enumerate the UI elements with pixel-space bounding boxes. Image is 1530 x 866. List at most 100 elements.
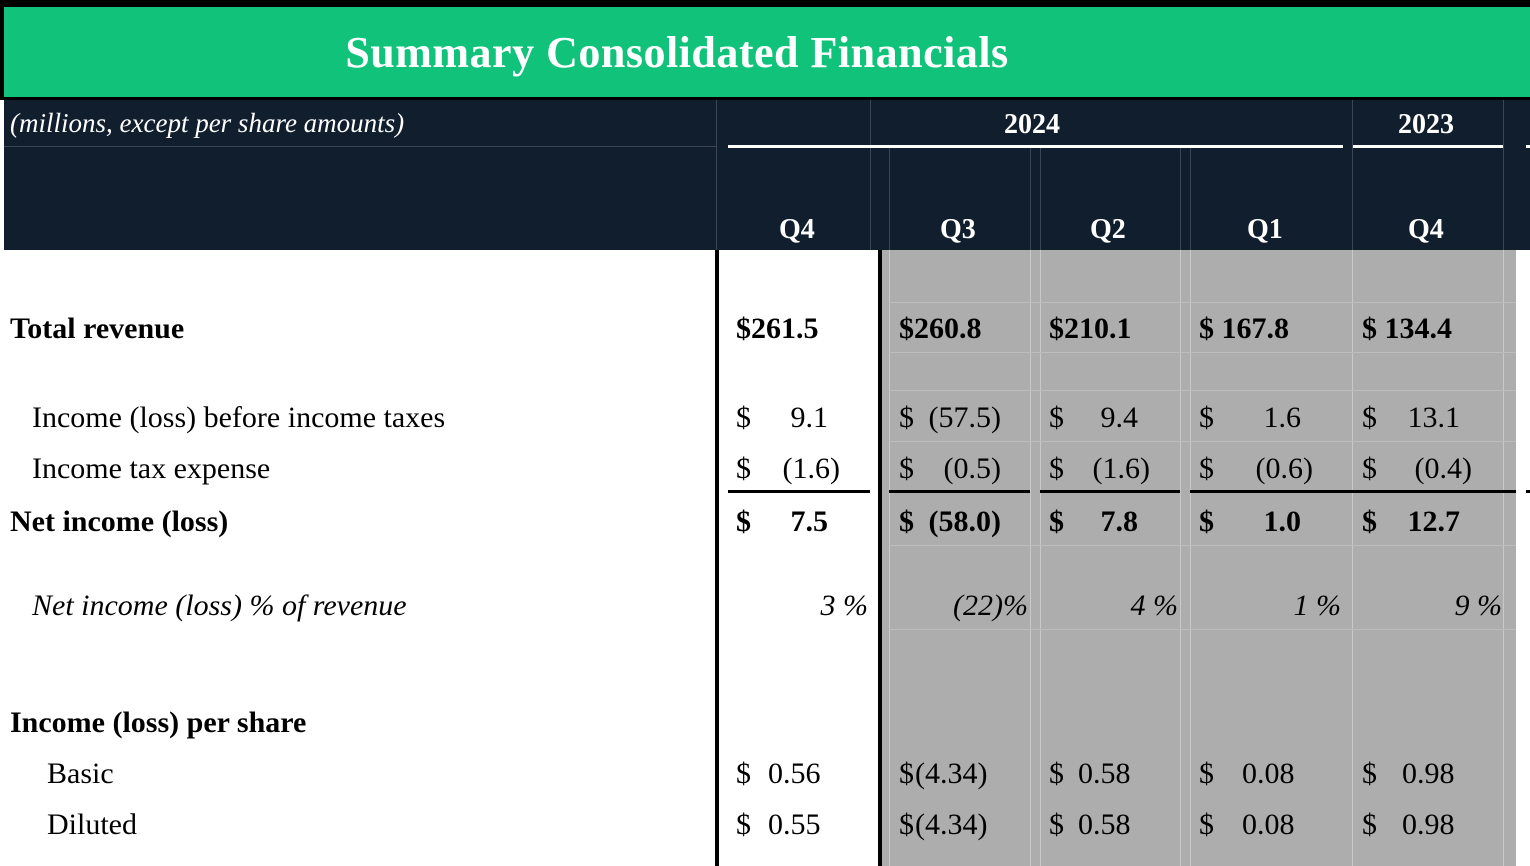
currency-symbol: $: [1362, 808, 1377, 841]
currency-symbol: $: [1362, 401, 1377, 434]
income-tax-expense-q4-2024: (1.6): [782, 452, 840, 485]
eps-basic-q2-2024: 0.58: [1078, 757, 1131, 790]
net-income-q4-2023: 12.7: [1407, 505, 1461, 538]
header-gridline: [1030, 148, 1031, 250]
currency-symbol: $: [1049, 401, 1064, 434]
net-income-pct-q2-2024: 4 %: [1130, 589, 1179, 622]
net-income-pct-q4-2024: 3 %: [820, 589, 869, 622]
table-header: [4, 100, 1530, 250]
currency-symbol: $: [736, 757, 751, 790]
subtotal-underline: [889, 490, 1030, 493]
shade-gridline: [889, 302, 1516, 303]
shade-gridline: [889, 441, 1516, 442]
total-revenue-q4-2024: $261.5: [736, 312, 819, 345]
net-income-pct-q3-2024: (22)%: [953, 589, 1028, 622]
currency-symbol: $: [1362, 452, 1377, 485]
currency-symbol: $: [899, 757, 914, 790]
shade-gridline: [1040, 250, 1041, 866]
header-gridline: [1352, 100, 1353, 250]
subtotal-underline: [728, 490, 870, 493]
page-title: Summary Consolidated Financials: [345, 27, 1009, 77]
header-gridline: [1190, 148, 1191, 250]
header-gridline: [4, 146, 716, 147]
income-tax-expense-q3-2024: (0.5): [943, 452, 1001, 485]
row-label-net-income: Net income (loss): [10, 505, 229, 538]
row-label-eps-heading: Income (loss) per share: [10, 706, 307, 739]
currency-symbol: $: [736, 505, 751, 538]
income-tax-expense-q1-2024: (0.6): [1255, 452, 1313, 485]
income-before-taxes-q4-2024: 9.1: [790, 401, 829, 434]
net-income-q3-2024: (58.0): [928, 505, 1001, 538]
shade-gridline: [1503, 250, 1504, 866]
eps-diluted-q4-2024: 0.55: [768, 808, 821, 841]
shade-gridline: [1180, 250, 1181, 866]
subtotal-underline: [1190, 490, 1352, 493]
currency-symbol: $: [1199, 757, 1214, 790]
income-before-taxes-q4-2023: 13.1: [1407, 401, 1461, 434]
year-2023-label: 2023: [1398, 109, 1454, 140]
shade-gridline: [889, 629, 1516, 630]
eps-diluted-q2-2024: 0.58: [1078, 808, 1131, 841]
current-quarter-left-border: [715, 250, 719, 866]
eps-diluted-q1-2024: 0.08: [1242, 808, 1295, 841]
income-tax-expense-q4-2023: (0.4): [1414, 452, 1472, 485]
row-label-total-revenue: Total revenue: [10, 312, 185, 345]
net-income-q1-2024: 1.0: [1263, 505, 1302, 538]
shade-gridline: [889, 390, 1516, 391]
header-gridline: [870, 100, 871, 250]
currency-symbol: $: [1049, 757, 1064, 790]
row-label-net-income-pct: Net income (loss) % of revenue: [32, 589, 407, 622]
current-quarter-right-border: [878, 250, 882, 866]
row-label-eps-basic: Basic: [47, 757, 114, 790]
currency-symbol: $: [1049, 808, 1064, 841]
currency-symbol: $: [736, 452, 751, 485]
currency-symbol: $: [1049, 452, 1064, 485]
shade-gridline: [889, 352, 1516, 353]
income-before-taxes-q2-2024: 9.4: [1100, 401, 1139, 434]
col-header-q2-2024: Q2: [1090, 214, 1126, 245]
currency-symbol: $: [1199, 401, 1214, 434]
row-label-income-before-taxes: Income (loss) before income taxes: [32, 401, 446, 434]
eps-basic-q4-2024: 0.56: [768, 757, 821, 790]
currency-symbol: $: [899, 452, 914, 485]
col-header-q4-2023: Q4: [1408, 214, 1444, 245]
col-header-q3-2024: Q3: [940, 214, 976, 245]
shade-gridline: [889, 250, 890, 866]
eps-basic-q1-2024: 0.08: [1242, 757, 1295, 790]
currency-symbol: $: [1199, 505, 1214, 538]
eps-basic-q3-2024: (4.34): [915, 757, 988, 790]
currency-symbol: $: [899, 808, 914, 841]
currency-symbol: $: [736, 808, 751, 841]
row-label-income-tax-expense: Income tax expense: [32, 452, 271, 485]
total-revenue-q4-2023: $ 134.4: [1362, 312, 1452, 345]
header-gridline: [889, 148, 890, 250]
net-income-q4-2024: 7.5: [790, 505, 829, 538]
shade-gridline: [1190, 250, 1191, 866]
row-label-eps-diluted: Diluted: [47, 808, 137, 841]
shade-gridline: [889, 545, 1516, 546]
shade-gridline: [1352, 250, 1353, 866]
col-header-q4-2024: Q4: [779, 214, 815, 245]
income-tax-expense-q2-2024: (1.6): [1092, 452, 1150, 485]
header-gridline: [1180, 148, 1181, 250]
currency-symbol: $: [1362, 505, 1377, 538]
income-before-taxes-q1-2024: 1.6: [1263, 401, 1302, 434]
header-gridline: [1503, 100, 1504, 250]
title-bar: Summary Consolidated Financials: [4, 7, 1530, 97]
col-header-q1-2024: Q1: [1247, 214, 1283, 245]
total-revenue-q2-2024: $210.1: [1049, 312, 1132, 345]
net-income-pct-q1-2024: 1 %: [1293, 589, 1342, 622]
year-2023-underline: [1353, 145, 1503, 148]
next-year-underline: [1526, 145, 1530, 148]
currency-symbol: $: [1049, 505, 1064, 538]
year-2024-label: 2024: [1004, 109, 1060, 140]
subtotal-underline: [1040, 490, 1180, 493]
currency-symbol: $: [1362, 757, 1377, 790]
eps-basic-q4-2023: 0.98: [1402, 757, 1455, 790]
currency-symbol: $: [899, 505, 914, 538]
units-label: (millions, except per share amounts): [10, 108, 405, 138]
net-income-pct-q4-2023: 9 %: [1454, 589, 1503, 622]
eps-diluted-q3-2024: (4.34): [915, 808, 988, 841]
header-gridline: [716, 100, 717, 250]
currency-symbol: $: [736, 401, 751, 434]
